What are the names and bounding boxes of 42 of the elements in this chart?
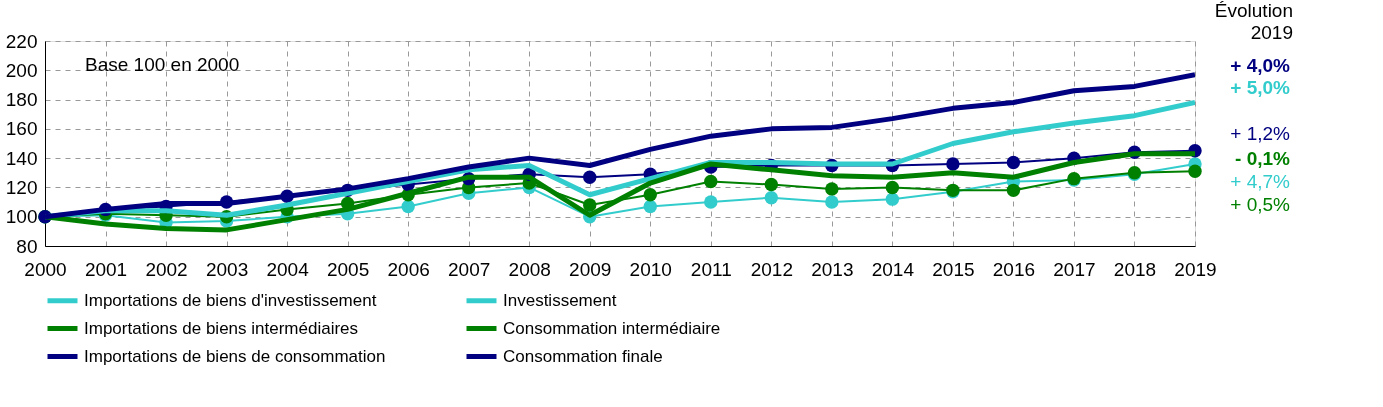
x-tick-label: 2006: [387, 258, 430, 280]
text: + 1,2%: [1230, 123, 1291, 145]
x-tick-label: 2009: [569, 258, 612, 280]
y-tick-label: 220: [5, 30, 38, 52]
text: - 0,1%: [1235, 147, 1291, 169]
x-tick-label: 2019: [1174, 258, 1217, 280]
y-tick-label: 200: [5, 59, 38, 81]
legend-label: Investissement: [503, 290, 617, 310]
legend-label: Consommation intermédiaire: [503, 318, 721, 338]
y-tick-label: 100: [5, 206, 38, 228]
x-tick-label: 2001: [84, 258, 128, 280]
x-tick-label: 2004: [266, 258, 310, 280]
x-tick-label: 2002: [145, 258, 188, 280]
y-tick-label: 80: [16, 235, 38, 257]
x-tick-label: 2016: [992, 258, 1036, 280]
text: Évolution 2019: [1214, 0, 1293, 43]
y-tick-label: 180: [5, 89, 38, 111]
x-tick-label: 2010: [629, 258, 672, 280]
legend-label: Importations de biens intermédiaires: [84, 318, 359, 338]
legend-label: Importations de biens de consommation: [84, 346, 386, 366]
y-tick-label: 140: [5, 147, 38, 169]
y-tick-label: 120: [5, 176, 38, 198]
x-tick-label: 2000: [24, 258, 67, 280]
x-tick-label: 2011: [690, 258, 732, 280]
x-tick-label: 2008: [508, 258, 551, 280]
legend-label: Importations de biens d'investissement: [84, 290, 377, 310]
legend-label: Consommation finale: [503, 346, 663, 366]
x-tick-label: 2015: [932, 258, 975, 280]
text: + 5,0%: [1230, 77, 1291, 99]
text: + 4,0%: [1230, 54, 1291, 76]
x-tick-label: 2018: [1113, 258, 1157, 280]
x-tick-label: 2007: [448, 258, 491, 280]
x-tick-label: 2014: [871, 258, 915, 280]
text: + 0,5%: [1230, 193, 1291, 215]
x-tick-label: 2017: [1053, 258, 1096, 280]
text: + 4,7%: [1230, 170, 1291, 192]
x-tick-label: 2013: [811, 258, 854, 280]
x-tick-label: 2012: [750, 258, 793, 280]
x-tick-label: 2005: [326, 258, 370, 280]
annotation: Base 100 en 2000: [85, 54, 240, 75]
x-tick-label: 2003: [205, 258, 249, 280]
y-tick-label: 160: [5, 118, 38, 140]
